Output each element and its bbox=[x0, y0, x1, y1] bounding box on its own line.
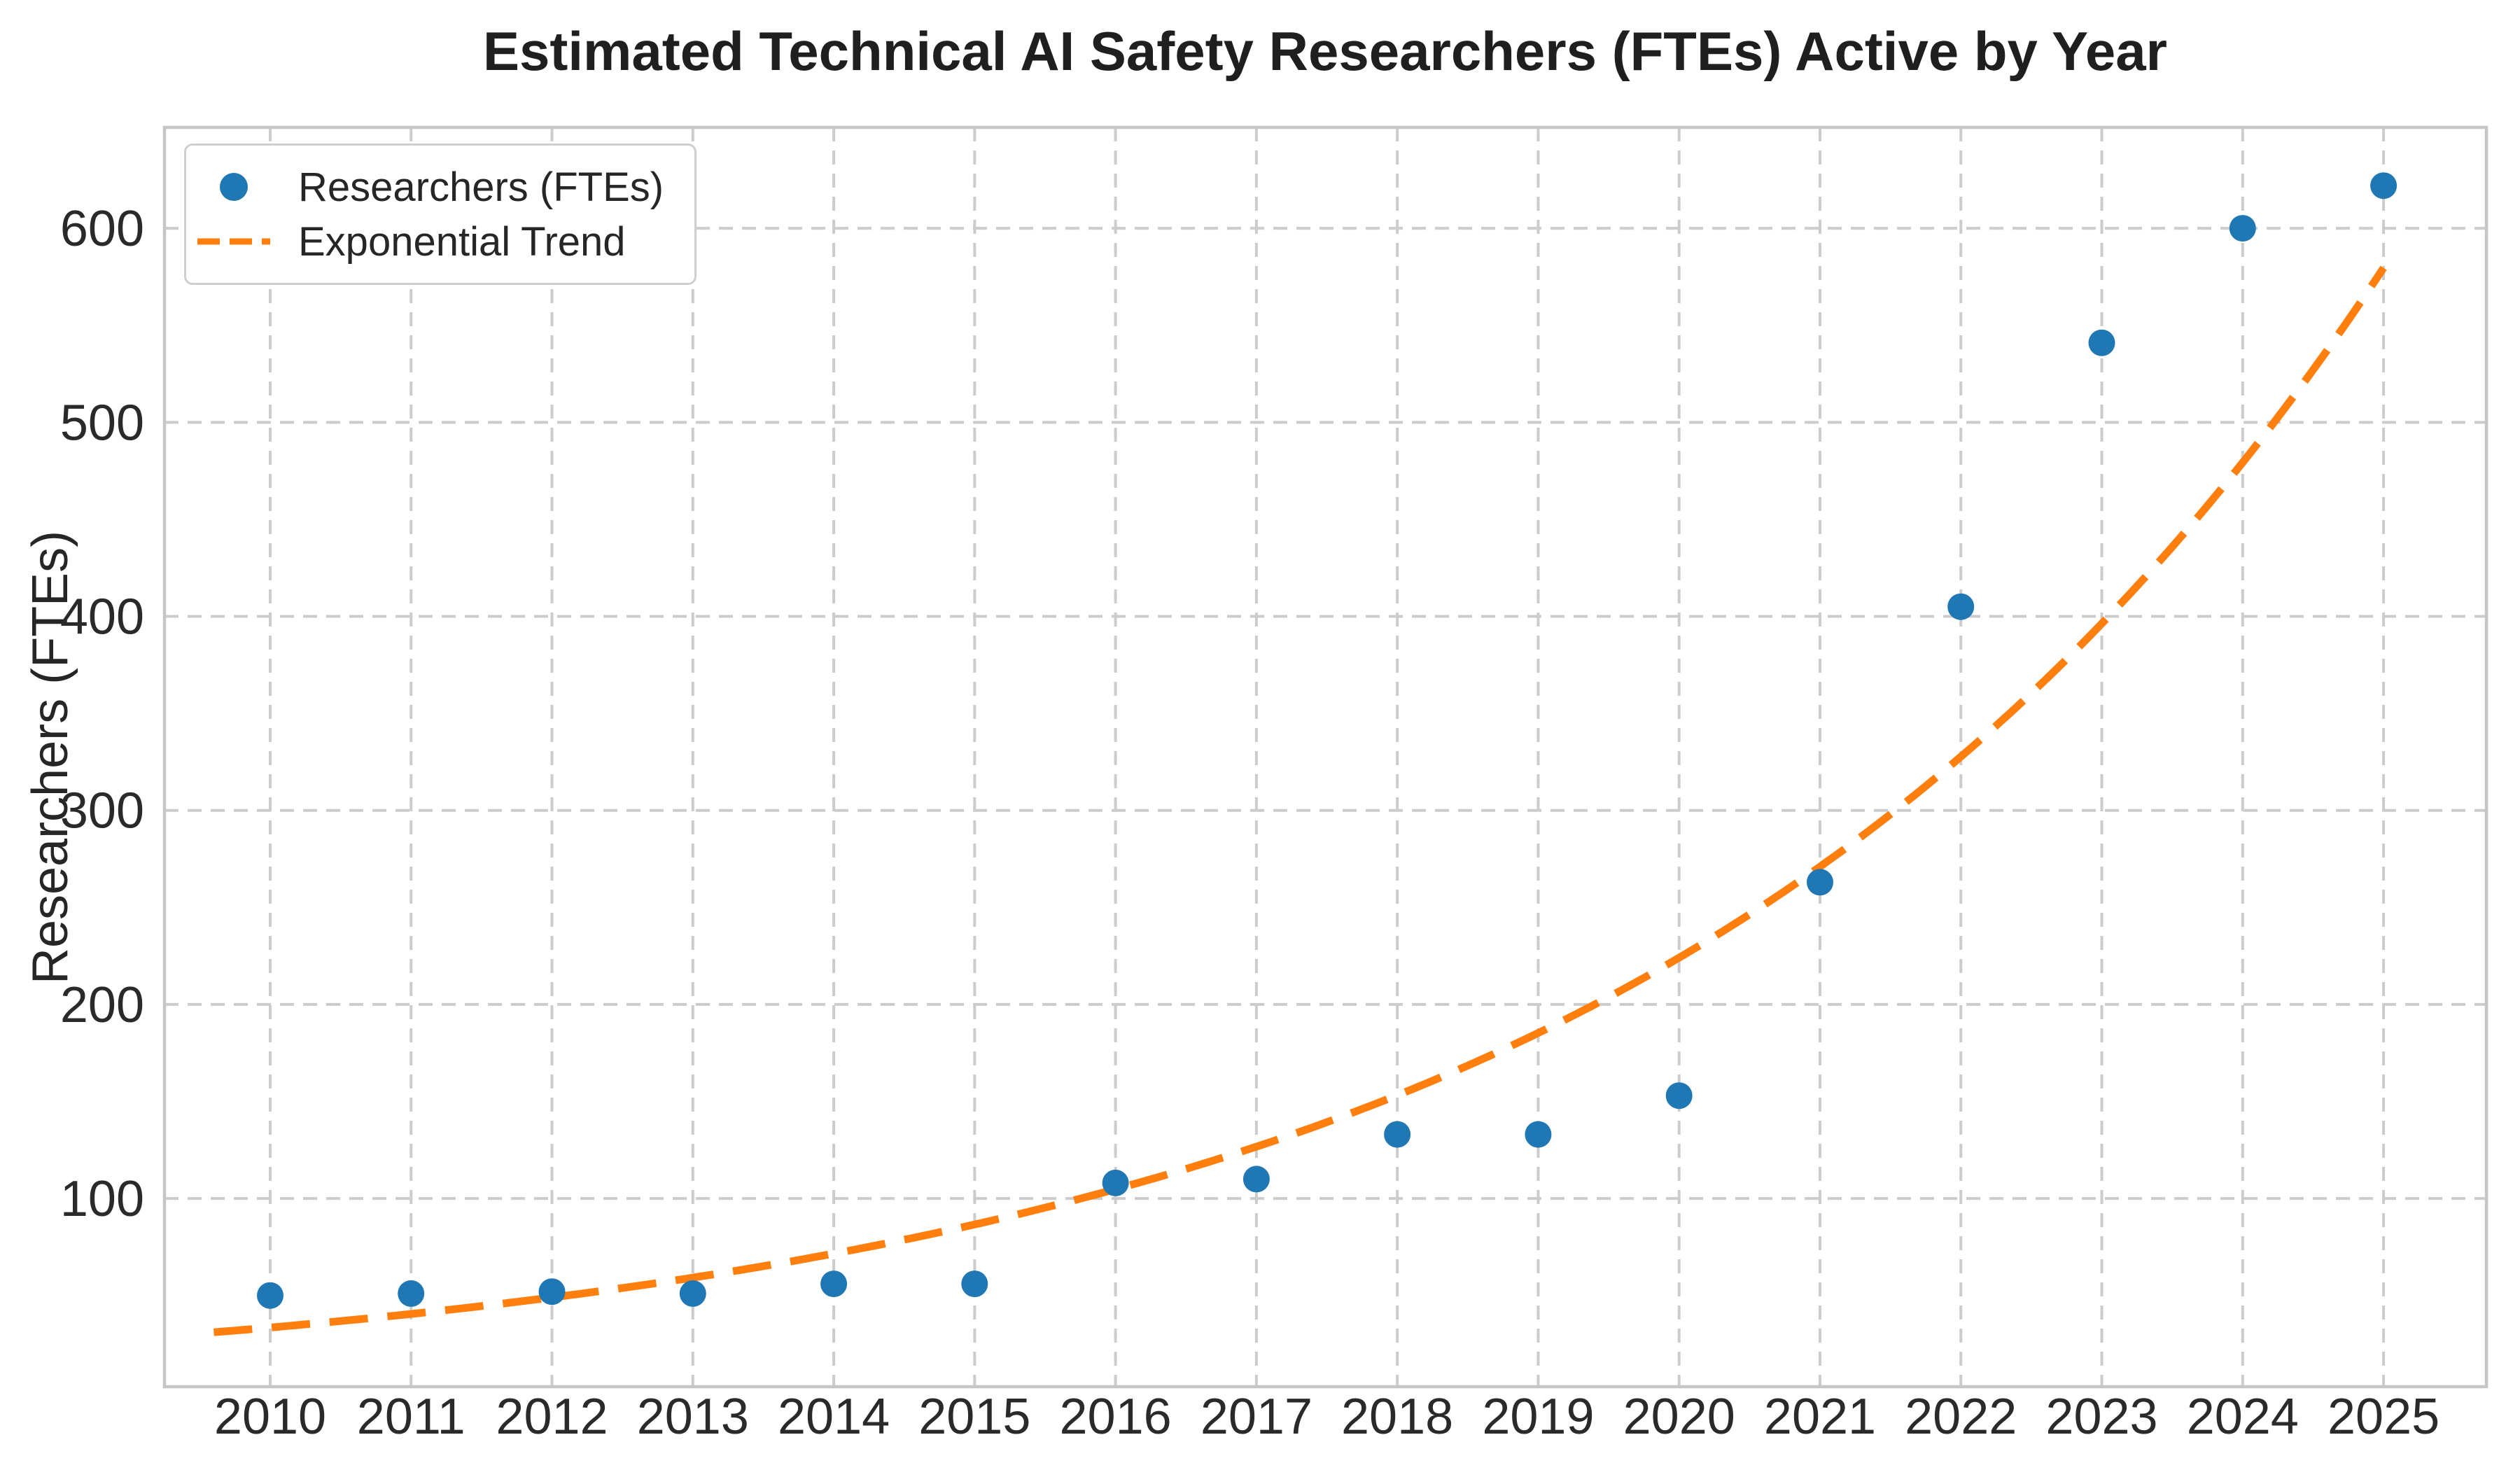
x-tick-label: 2020 bbox=[1623, 1389, 1735, 1445]
x-tick-label: 2016 bbox=[1060, 1389, 1172, 1445]
grid-lines bbox=[164, 127, 2486, 1387]
x-tick-label: 2025 bbox=[2328, 1389, 2440, 1445]
x-tick-label: 2014 bbox=[778, 1389, 890, 1445]
trend-curve bbox=[213, 265, 2387, 1336]
scatter-points bbox=[257, 172, 2398, 1309]
dot-icon bbox=[186, 173, 281, 201]
data-point bbox=[1807, 869, 1833, 896]
data-point bbox=[961, 1270, 988, 1298]
dashed-line-icon bbox=[186, 237, 281, 246]
y-tick-label: 100 bbox=[60, 1171, 144, 1227]
data-point bbox=[398, 1280, 425, 1307]
x-tick-label: 2013 bbox=[637, 1389, 749, 1445]
y-tick-label: 200 bbox=[60, 977, 144, 1033]
data-point bbox=[1525, 1121, 1552, 1148]
x-tick-label: 2011 bbox=[357, 1389, 465, 1445]
legend: Researchers (FTEs) Exponential Trend bbox=[184, 144, 697, 285]
data-point bbox=[1242, 1166, 1270, 1193]
y-tick-labels: 100 200 300 400 500 600 bbox=[60, 201, 144, 1227]
x-tick-label: 2022 bbox=[1905, 1389, 2017, 1445]
data-point bbox=[2370, 172, 2398, 200]
data-point bbox=[1102, 1169, 1129, 1196]
data-point bbox=[2088, 329, 2115, 356]
y-tick-label: 600 bbox=[60, 201, 144, 257]
x-tick-labels: 2010 2011 2012 2013 2014 2015 2016 2017 2018 2019… bbox=[214, 1389, 2440, 1445]
plot-border bbox=[162, 125, 2488, 1389]
y-tick-label: 500 bbox=[60, 395, 144, 451]
axes-spines bbox=[162, 125, 2488, 1389]
x-tick-label: 2024 bbox=[2187, 1389, 2299, 1445]
data-point bbox=[538, 1278, 566, 1306]
exponential-trend-line bbox=[213, 265, 2387, 1336]
data-point bbox=[1384, 1121, 1411, 1148]
data-point bbox=[2229, 215, 2256, 242]
x-tick-label: 2019 bbox=[1482, 1389, 1594, 1445]
data-point bbox=[679, 1280, 706, 1307]
y-tick-label: 400 bbox=[60, 589, 144, 645]
x-tick-label: 2021 bbox=[1764, 1389, 1876, 1445]
y-tick-label: 300 bbox=[60, 783, 144, 839]
data-point bbox=[1665, 1082, 1693, 1110]
x-tick-label: 2017 bbox=[1200, 1389, 1312, 1445]
x-tick-label: 2012 bbox=[496, 1389, 608, 1445]
data-point bbox=[1947, 593, 1975, 620]
legend-label-trend: Exponential Trend bbox=[298, 218, 626, 265]
x-tick-label: 2015 bbox=[918, 1389, 1030, 1445]
legend-label-researchers: Researchers (FTEs) bbox=[298, 164, 664, 210]
x-tick-label: 2018 bbox=[1341, 1389, 1453, 1445]
legend-item-trend: Exponential Trend bbox=[186, 214, 664, 269]
data-point bbox=[257, 1282, 284, 1309]
chart-title: Estimated Technical AI Safety Researcher… bbox=[482, 20, 2168, 82]
data-point bbox=[820, 1270, 848, 1298]
x-tick-label: 2010 bbox=[214, 1389, 326, 1445]
x-tick-label: 2023 bbox=[2045, 1389, 2157, 1445]
legend-item-researchers: Researchers (FTEs) bbox=[186, 160, 664, 214]
